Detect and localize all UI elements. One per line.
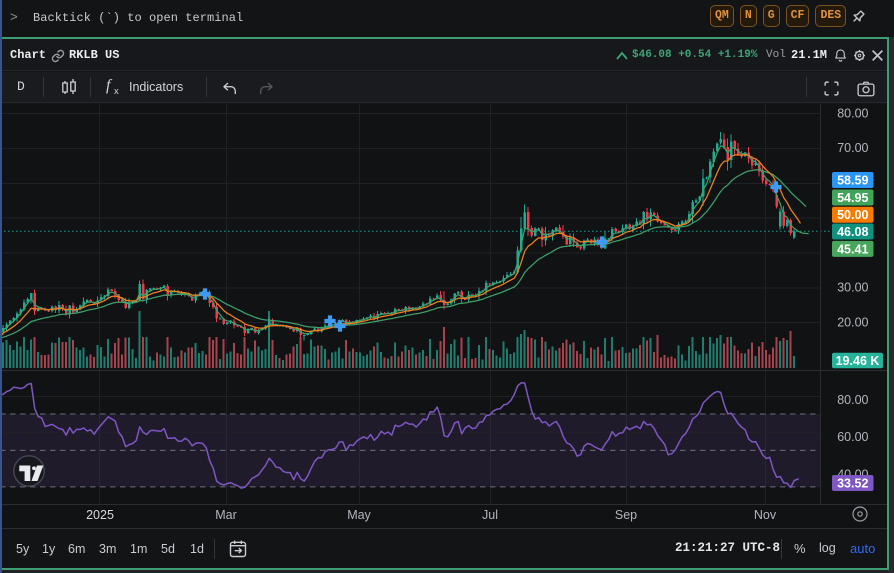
svg-text:30.00: 30.00 xyxy=(837,281,868,295)
svg-text:80.00: 80.00 xyxy=(837,106,868,120)
svg-text:Mar: Mar xyxy=(215,508,237,522)
svg-text:60.00: 60.00 xyxy=(837,430,868,444)
svg-text:Nov: Nov xyxy=(754,508,777,522)
svg-text:Jul: Jul xyxy=(482,508,498,522)
svg-text:33.52: 33.52 xyxy=(837,476,868,490)
svg-text:Sep: Sep xyxy=(615,508,637,522)
svg-text:46.08: 46.08 xyxy=(837,225,868,239)
svg-text:2025: 2025 xyxy=(86,508,114,522)
svg-text:45.41: 45.41 xyxy=(837,242,868,256)
svg-text:58.59: 58.59 xyxy=(837,173,868,187)
svg-text:54.95: 54.95 xyxy=(837,191,868,205)
svg-text:70.00: 70.00 xyxy=(837,141,868,155)
svg-text:19.46 K: 19.46 K xyxy=(836,354,880,368)
svg-text:50.00: 50.00 xyxy=(837,208,868,222)
svg-text:80.00: 80.00 xyxy=(837,393,868,407)
svg-text:May: May xyxy=(347,508,371,522)
svg-text:20.00: 20.00 xyxy=(837,316,868,330)
